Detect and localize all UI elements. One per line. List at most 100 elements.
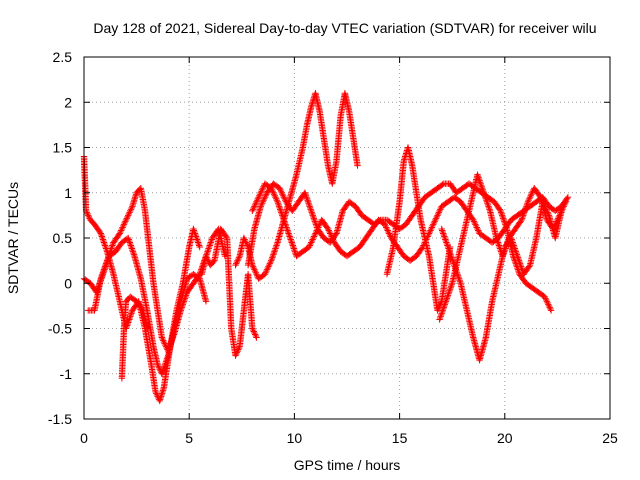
data-point: [304, 198, 312, 205]
x-tick-label: 15: [392, 430, 408, 446]
data-point: [544, 299, 551, 307]
data-point: [271, 192, 278, 199]
data-point: [119, 224, 126, 231]
series-track-4: [118, 293, 151, 382]
data-point: [167, 341, 174, 349]
data-point: [456, 278, 464, 285]
data-point: [439, 308, 446, 316]
data-point: [446, 286, 454, 293]
data-point: [268, 186, 276, 193]
data-point: [382, 222, 389, 230]
data-point: [442, 236, 449, 243]
data-point: [117, 228, 124, 236]
data-point: [494, 239, 502, 246]
data-point: [159, 335, 166, 343]
data-point: [542, 295, 549, 302]
data-point: [526, 195, 533, 202]
y-tick-label: -0.5: [48, 321, 72, 337]
data-point: [474, 225, 481, 233]
data-point: [192, 233, 200, 240]
data-point: [446, 287, 453, 294]
data-point: [127, 311, 135, 319]
data-point: [258, 188, 265, 195]
data-point: [101, 242, 109, 249]
data-point: [168, 338, 175, 346]
data-point: [276, 185, 283, 192]
data-point: [164, 347, 172, 355]
data-point: [446, 248, 453, 255]
data-point: [442, 237, 450, 245]
data-point: [271, 248, 278, 255]
data-point: [249, 326, 257, 334]
data-point: [252, 332, 260, 340]
series-track-10: [438, 198, 565, 364]
data-point: [305, 201, 313, 209]
y-tick-label: -1.5: [48, 411, 72, 427]
data-point: [474, 227, 482, 234]
data-point: [524, 200, 531, 207]
data-point: [126, 239, 133, 246]
data-point: [471, 219, 478, 227]
data-point: [243, 240, 250, 248]
data-point: [306, 203, 313, 210]
data-point: [432, 215, 440, 222]
data-point: [446, 249, 454, 257]
data-point: [85, 212, 92, 219]
data-point: [177, 307, 184, 314]
data-point: [261, 194, 269, 201]
data-point: [469, 215, 476, 222]
data-point: [549, 225, 557, 233]
y-tick-label: 1.5: [53, 140, 73, 156]
series-track-11: [436, 171, 570, 323]
data-point: [108, 243, 116, 251]
data-point: [447, 251, 454, 258]
data-point: [323, 224, 331, 231]
data-point: [517, 217, 524, 225]
data-point: [268, 255, 275, 263]
data-point: [182, 292, 190, 299]
x-tick-label: 5: [185, 430, 193, 446]
data-point: [99, 236, 107, 243]
data-point: [254, 197, 261, 204]
data-point: [121, 219, 128, 227]
data-point: [525, 197, 532, 204]
data-point: [513, 251, 521, 258]
data-point: [290, 245, 298, 252]
data-point: [456, 277, 463, 284]
data-point: [273, 240, 281, 248]
data-point: [280, 216, 288, 224]
data-point: [252, 200, 260, 207]
data-point: [83, 209, 91, 216]
data-point: [326, 230, 334, 237]
data-point: [430, 219, 438, 227]
data-point: [497, 207, 504, 215]
data-point: [439, 307, 446, 314]
data-point: [278, 209, 285, 216]
data-point: [444, 293, 451, 301]
data-point: [167, 340, 174, 347]
data-point: [472, 221, 479, 228]
data-point: [180, 298, 188, 305]
data-point: [309, 210, 316, 218]
axis-ticks: 0 5 10 15 20 25 -1.5 -1 -0.5 0 0.5 1 1.5 2 2.5: [48, 49, 618, 446]
data-point: [474, 171, 481, 178]
data-point: [501, 248, 508, 255]
data-point: [258, 186, 266, 193]
data-point: [307, 240, 314, 248]
data-point: [498, 210, 505, 218]
data-point: [441, 302, 448, 310]
data-point: [520, 212, 527, 219]
data-point: [481, 191, 488, 198]
data-point: [251, 329, 258, 337]
data-point: [168, 337, 176, 344]
data-point: [547, 307, 555, 314]
data-point: [103, 258, 110, 266]
data-point: [263, 266, 271, 273]
data-point: [257, 203, 264, 210]
data-point: [98, 274, 105, 281]
data-point: [106, 249, 113, 257]
data-point: [128, 308, 136, 316]
data-point: [122, 216, 130, 224]
data-point: [206, 242, 213, 249]
data-point: [435, 209, 443, 216]
